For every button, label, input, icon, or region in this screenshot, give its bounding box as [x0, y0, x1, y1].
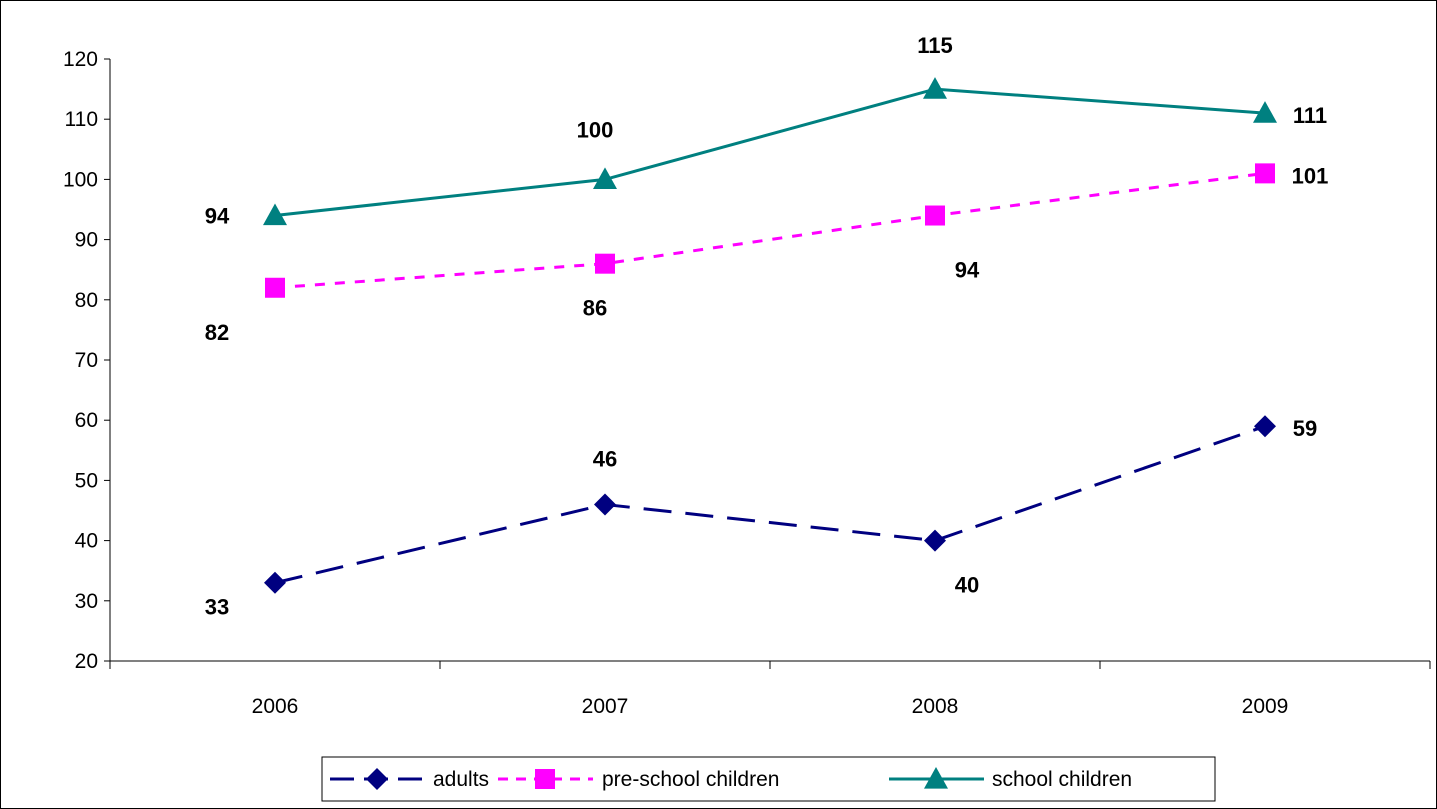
data-label: 115 — [917, 33, 953, 58]
legend-marker — [535, 769, 555, 789]
y-tick-label: 70 — [75, 349, 98, 372]
data-point — [1255, 163, 1275, 184]
legend-entry: pre-school children — [498, 768, 779, 791]
data-point — [923, 77, 947, 99]
data-point — [1253, 101, 1277, 123]
axes: 20 30 40 50 60 70 80 90 100 110 120 2006 2007 2008 200… — [63, 48, 1431, 718]
y-tick-label: 20 — [75, 650, 98, 673]
data-label: 59 — [1293, 416, 1317, 441]
data-point — [593, 167, 617, 189]
data-labels: 33 46 40 59 82 86 94 101 94 100 115 111 — [205, 33, 1329, 620]
y-tick-label: 110 — [65, 108, 98, 131]
y-tick-label: 30 — [75, 590, 98, 613]
data-point — [1254, 415, 1276, 438]
data-label: 94 — [205, 204, 230, 229]
series-line — [274, 424, 1266, 585]
y-tick-label: 60 — [75, 409, 98, 432]
x-tick-label: 2008 — [912, 695, 959, 718]
data-point — [924, 529, 946, 552]
data-point — [594, 493, 616, 516]
legend-entry: adults — [330, 768, 489, 791]
y-tick-label: 50 — [75, 469, 98, 492]
data-point — [925, 205, 945, 226]
y-tick-label: 80 — [75, 289, 98, 312]
series-layer — [263, 77, 1277, 594]
data-label: 111 — [1293, 103, 1327, 128]
y-tick-label: 90 — [75, 229, 98, 252]
legend: adults pre-school children school children — [321, 756, 1216, 802]
legend-label: pre-school children — [602, 768, 779, 791]
y-tick-label: 40 — [75, 530, 98, 553]
series-pre-school-children — [265, 163, 1275, 298]
data-label: 82 — [205, 320, 229, 345]
data-label: 94 — [955, 258, 980, 283]
data-label: 86 — [583, 296, 607, 321]
legend-label: school children — [992, 768, 1132, 791]
series-line — [274, 171, 1266, 290]
x-tick-label: 2006 — [252, 695, 299, 718]
legend-marker — [366, 768, 388, 790]
legend-box — [321, 756, 1216, 802]
series-school-children — [263, 77, 1277, 226]
data-point — [264, 571, 286, 594]
legend-label: adults — [433, 768, 489, 791]
x-tick-label: 2007 — [582, 695, 629, 718]
series-line — [274, 87, 1266, 218]
y-tick-label: 120 — [63, 48, 98, 71]
data-label: 33 — [205, 595, 229, 620]
x-tick-label: 2009 — [1242, 695, 1289, 718]
data-point — [263, 203, 287, 226]
data-point — [595, 253, 615, 274]
data-label: 46 — [593, 446, 617, 471]
data-label: 101 — [1292, 163, 1329, 188]
data-point — [265, 277, 285, 298]
legend-marker — [924, 767, 948, 789]
data-label: 40 — [955, 573, 979, 598]
y-tick-label: 100 — [63, 168, 98, 191]
series-adults — [264, 415, 1276, 594]
data-label: 100 — [577, 117, 614, 142]
legend-entry: school children — [889, 767, 1132, 791]
